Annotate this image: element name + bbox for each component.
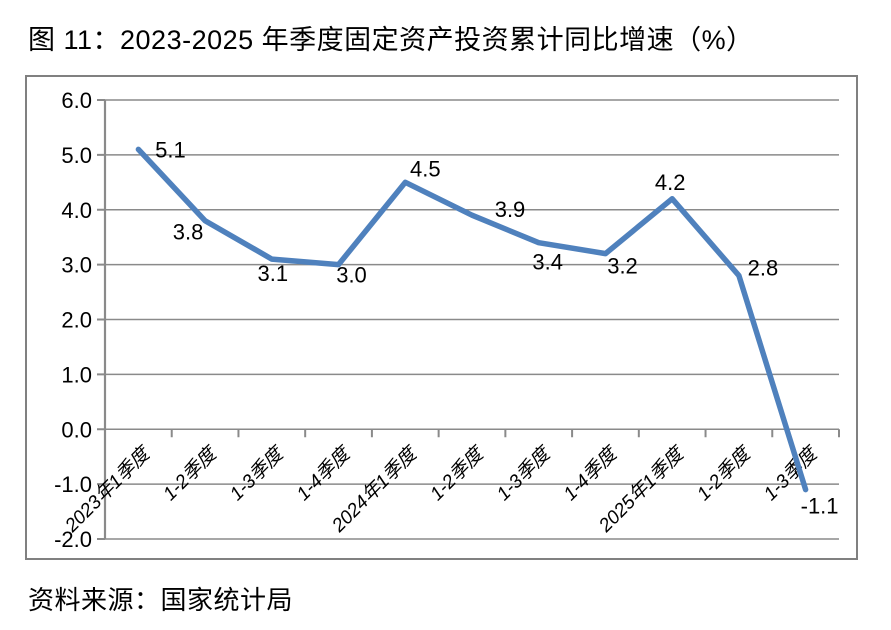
- x-tick-label: 1-3季度: [492, 441, 556, 505]
- data-label: -1.1: [801, 494, 839, 519]
- data-label: 4.5: [410, 156, 441, 181]
- data-label: 3.2: [607, 254, 638, 279]
- y-tick-label: 6.0: [61, 88, 92, 113]
- data-label: 3.4: [532, 250, 563, 275]
- data-label: 3.0: [336, 263, 367, 288]
- y-tick-label: -1.0: [54, 472, 92, 497]
- x-tick-label: 1-4季度: [292, 441, 356, 505]
- x-tick-label: 1-2季度: [426, 441, 490, 505]
- x-tick-label: 1-4季度: [559, 441, 623, 505]
- y-tick-label: 5.0: [61, 143, 92, 168]
- series-line: [135, 146, 809, 493]
- x-tick-label: 1-2季度: [159, 441, 223, 505]
- chart-frame: 6.0 5.0 4.0 3.0 2.0 1.0 0.0 -1.0 -2.0 2023年1季度 1-2…: [25, 75, 858, 560]
- x-tick-label: 1-3季度: [226, 441, 290, 505]
- figure-title: 图 11：2023-2025 年季度固定资产投资累计同比增速（%）: [28, 25, 754, 55]
- data-label: 5.1: [155, 137, 186, 162]
- y-tick-label: 0.0: [61, 417, 92, 442]
- y-tick-label: -2.0: [54, 527, 92, 552]
- data-label: 4.2: [655, 170, 686, 195]
- y-tick-label: 4.0: [61, 198, 92, 223]
- y-tick-label: 2.0: [61, 308, 92, 333]
- source-note: 资料来源：国家统计局: [28, 585, 294, 615]
- y-tick-label: 1.0: [61, 362, 92, 387]
- data-label: 3.1: [258, 261, 289, 286]
- data-label: 3.8: [173, 220, 204, 245]
- y-tick-label: 3.0: [61, 253, 92, 278]
- data-label: 2.8: [748, 256, 779, 281]
- x-tick-label: 1-2季度: [693, 441, 757, 505]
- data-label: 3.9: [495, 197, 526, 222]
